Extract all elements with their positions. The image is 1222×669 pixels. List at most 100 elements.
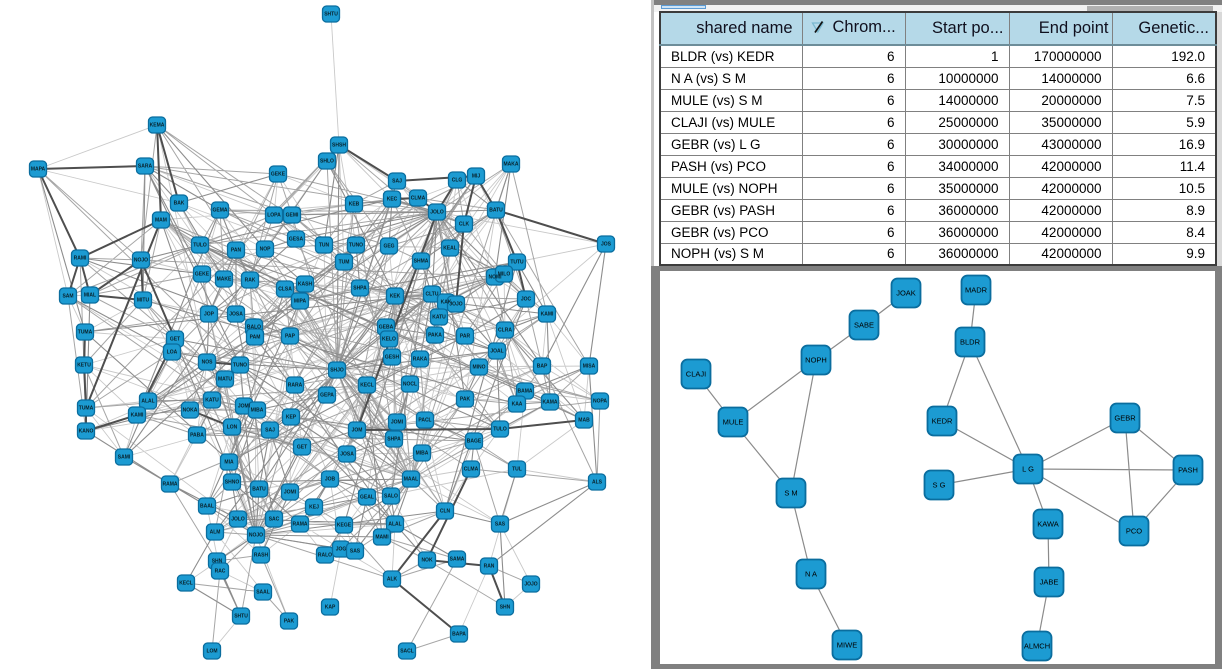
svg-text:SAS: SAS: [350, 549, 361, 555]
svg-text:JOMI: JOMI: [238, 404, 251, 410]
svg-text:PABA: PABA: [190, 433, 204, 439]
svg-text:GET: GET: [297, 445, 307, 451]
svg-text:JOJO: JOJO: [449, 302, 462, 308]
svg-text:LOM: LOM: [206, 649, 217, 655]
svg-text:TULO: TULO: [193, 243, 207, 249]
svg-text:ALM: ALM: [210, 530, 221, 536]
svg-text:GEKE: GEKE: [271, 172, 286, 178]
svg-text:GEKE: GEKE: [195, 272, 210, 278]
svg-text:KAMI: KAMI: [541, 312, 554, 318]
svg-text:LOPA: LOPA: [267, 213, 281, 219]
svg-text:LON: LON: [227, 425, 238, 431]
svg-text:GEMI: GEMI: [286, 213, 299, 219]
svg-text:RAK: RAK: [245, 278, 256, 284]
svg-text:NOPA: NOPA: [593, 399, 607, 405]
svg-text:JOP: JOP: [204, 312, 215, 318]
svg-text:RAMA: RAMA: [293, 522, 308, 528]
svg-text:BLDR: BLDR: [960, 338, 981, 347]
svg-text:KANO: KANO: [79, 429, 94, 435]
svg-text:TUTU: TUTU: [510, 260, 524, 266]
svg-text:GET: GET: [170, 337, 180, 343]
svg-text:KEC: KEC: [387, 197, 398, 203]
svg-text:GEAL: GEAL: [360, 495, 374, 501]
svg-text:MIAL: MIAL: [84, 293, 96, 299]
svg-text:MIBA: MIBA: [251, 408, 264, 414]
svg-text:KEK: KEK: [390, 294, 401, 300]
svg-text:ALK: ALK: [387, 577, 398, 583]
svg-text:MAM: MAM: [155, 218, 167, 224]
svg-text:MILO: MILO: [498, 272, 511, 278]
svg-text:KATU: KATU: [205, 398, 219, 404]
svg-text:SHPA: SHPA: [353, 286, 367, 292]
svg-text:RAMA: RAMA: [163, 482, 178, 488]
svg-text:KAWA: KAWA: [1037, 520, 1059, 529]
svg-text:TUNO: TUNO: [233, 363, 247, 369]
svg-text:BAPA: BAPA: [452, 632, 466, 638]
svg-text:CLG: CLG: [452, 178, 463, 184]
svg-text:KAMA: KAMA: [543, 400, 558, 406]
svg-text:SHN: SHN: [500, 605, 511, 611]
svg-text:NOKA: NOKA: [183, 408, 198, 414]
svg-text:RAKA: RAKA: [413, 357, 428, 363]
svg-text:JOS: JOS: [601, 242, 612, 248]
svg-text:SHLO: SHLO: [320, 159, 334, 165]
svg-text:TUM: TUM: [339, 260, 350, 266]
svg-text:GEPA: GEPA: [320, 393, 334, 399]
svg-text:KASH: KASH: [298, 282, 313, 288]
svg-text:BAP: BAP: [537, 364, 548, 370]
svg-text:SARA: SARA: [138, 164, 153, 170]
svg-text:KEAL: KEAL: [443, 246, 457, 252]
svg-text:BAAL: BAAL: [200, 504, 214, 510]
svg-text:KEB: KEB: [349, 202, 360, 208]
svg-text:JOSA: JOSA: [229, 312, 243, 318]
svg-text:MAB: MAB: [578, 418, 590, 424]
svg-text:MIJ: MIJ: [472, 174, 481, 180]
svg-text:JOMI: JOMI: [284, 490, 297, 496]
svg-text:MISA: MISA: [583, 364, 596, 370]
svg-text:PAP: PAP: [285, 334, 296, 340]
svg-text:KEJ: KEJ: [309, 505, 319, 511]
svg-text:SALO: SALO: [384, 494, 398, 500]
svg-text:KAA: KAA: [512, 402, 523, 408]
svg-text:TUN: TUN: [319, 243, 330, 249]
svg-text:SHMA: SHMA: [414, 259, 429, 265]
svg-text:RALO: RALO: [318, 553, 332, 559]
svg-text:PAN: PAN: [231, 248, 242, 254]
svg-text:MAPA: MAPA: [31, 167, 46, 173]
svg-text:ALMCH: ALMCH: [1024, 642, 1050, 651]
svg-text:PAKA: PAKA: [428, 333, 442, 339]
svg-text:ALS: ALS: [592, 480, 603, 486]
svg-text:PASH: PASH: [1178, 466, 1198, 475]
svg-text:JOAK: JOAK: [896, 289, 916, 298]
svg-text:RASH: RASH: [254, 553, 269, 559]
svg-text:SHNO: SHNO: [225, 480, 240, 486]
svg-text:KECL: KECL: [179, 581, 193, 587]
svg-text:GEMA: GEMA: [213, 208, 228, 214]
svg-text:RAN: RAN: [484, 564, 495, 570]
svg-text:KEP: KEP: [286, 415, 297, 421]
svg-text:MINO: MINO: [472, 365, 485, 371]
svg-text:KAK: KAK: [441, 300, 452, 306]
svg-text:PAK: PAK: [284, 619, 295, 625]
svg-text:L G: L G: [1022, 465, 1034, 474]
svg-text:SHPA: SHPA: [387, 437, 401, 443]
svg-text:MIWE: MIWE: [837, 641, 857, 650]
svg-text:RAC: RAC: [215, 569, 226, 575]
svg-text:NOJO: NOJO: [249, 533, 263, 539]
svg-text:S G: S G: [933, 481, 946, 490]
svg-text:JOSA: JOSA: [340, 452, 354, 458]
svg-text:SHSH: SHSH: [332, 143, 346, 149]
svg-text:SAM: SAM: [62, 294, 73, 300]
svg-text:KETU: KETU: [77, 363, 91, 369]
svg-text:MIPA: MIPA: [294, 299, 307, 305]
svg-text:KAMI: KAMI: [131, 413, 144, 419]
svg-text:PAK: PAK: [460, 397, 471, 403]
svg-text:KELO: KELO: [382, 337, 396, 343]
svg-text:MAAL: MAAL: [404, 477, 418, 483]
svg-text:RAMI: RAMI: [74, 256, 87, 262]
svg-text:GESA: GESA: [289, 237, 304, 243]
svg-text:KATU: KATU: [432, 315, 446, 321]
svg-text:NOCL: NOCL: [403, 382, 417, 388]
svg-text:NOMI: NOMI: [488, 275, 502, 281]
svg-text:SAC: SAC: [269, 517, 280, 523]
